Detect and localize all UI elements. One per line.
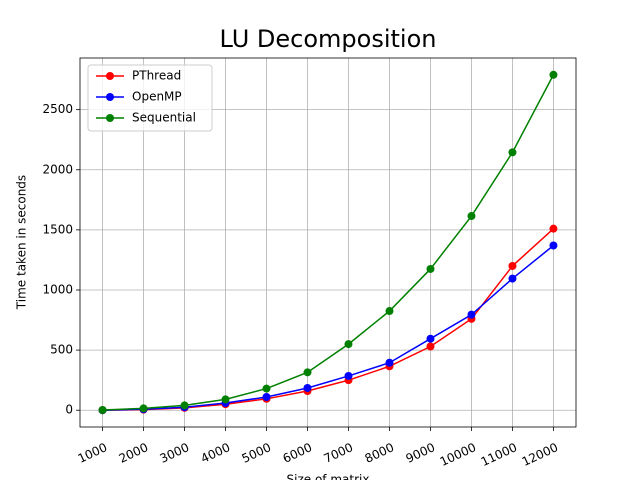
data-point — [180, 401, 189, 410]
data-point — [385, 307, 394, 316]
legend-marker — [106, 114, 114, 122]
legend-label: OpenMP — [132, 90, 182, 104]
data-point — [467, 310, 476, 319]
data-point — [549, 70, 558, 79]
legend-marker — [106, 72, 114, 80]
data-point — [303, 383, 312, 392]
data-point — [303, 368, 312, 377]
data-point — [98, 405, 107, 414]
legend-label: Sequential — [132, 111, 196, 125]
x-axis-label: Size of matrix — [287, 473, 370, 480]
y-tick-label: 1000 — [42, 282, 73, 296]
y-tick-label: 1500 — [42, 222, 73, 236]
data-point — [262, 384, 271, 393]
data-point — [426, 264, 435, 273]
data-point — [549, 224, 558, 233]
data-point — [426, 334, 435, 343]
data-point — [139, 404, 148, 413]
series-line — [102, 74, 555, 411]
data-point — [549, 241, 558, 250]
data-point — [385, 358, 394, 367]
y-tick-label: 0 — [65, 403, 73, 417]
series-line — [102, 244, 554, 411]
data-point — [262, 393, 271, 402]
y-axis-label: Time taken in seconds — [15, 175, 29, 310]
legend-box — [87, 64, 213, 132]
data-point — [508, 148, 517, 157]
y-tick-label: 2500 — [42, 102, 73, 116]
data-point — [508, 274, 517, 283]
data-point — [344, 371, 353, 380]
data-point — [344, 340, 353, 349]
y-tick-label: 2000 — [42, 162, 73, 176]
data-point — [508, 261, 517, 270]
chart-title: LU Decomposition — [220, 25, 437, 53]
plot-frame — [79, 57, 577, 428]
data-point — [221, 395, 230, 404]
legend-marker — [106, 93, 114, 101]
data-point — [426, 342, 435, 351]
data-point — [467, 212, 476, 221]
legend-label: PThread — [132, 69, 181, 83]
y-tick-label: 500 — [50, 343, 73, 357]
